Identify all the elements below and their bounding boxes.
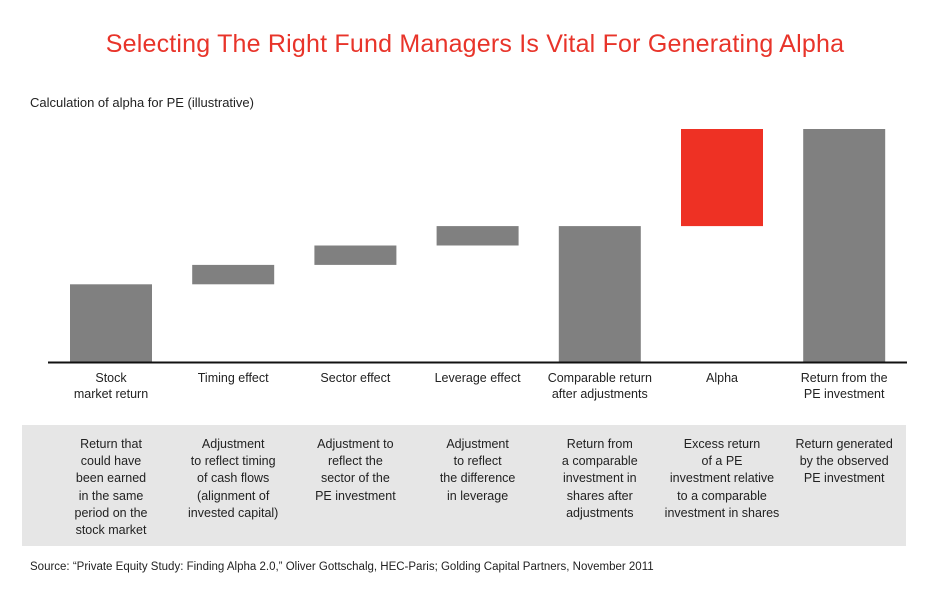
waterfall-chart <box>48 129 907 364</box>
description-1: Return that could have been earned in th… <box>74 437 148 538</box>
description-6: Excess return of a PE investment relativ… <box>664 437 780 520</box>
source-note: Source: “Private Equity Study: Finding A… <box>30 561 654 573</box>
category-label-6: Alpha <box>706 371 738 385</box>
description-5: Return from a comparable investment in s… <box>561 437 638 520</box>
category-label-3: Sector effect <box>320 371 391 385</box>
bar-5 <box>558 226 641 362</box>
bar-2 <box>192 264 275 285</box>
chart-title: Selecting The Right Fund Managers Is Vit… <box>105 30 845 58</box>
category-label-1: Stock market return <box>73 371 149 401</box>
chart-subtitle: Calculation of alpha for PE (illustrativ… <box>30 95 254 110</box>
description-4: Adjustment to reflect the difference in … <box>439 437 516 503</box>
bar-1 <box>70 284 152 362</box>
description-3: Adjustment to reflect the sector of the … <box>315 437 396 503</box>
bar-7 <box>803 129 886 362</box>
category-label-5: Comparable return after adjustments <box>547 371 652 401</box>
description-7: Return generated by the observed PE inve… <box>795 437 893 486</box>
category-label-2: Timing effect <box>197 371 269 385</box>
bar-3 <box>314 245 397 265</box>
category-label-7: Return from the PE investment <box>800 371 888 401</box>
description-box <box>22 425 906 546</box>
description-2: Adjustment to reflect timing of cash flo… <box>188 437 279 520</box>
bar-4 <box>436 226 519 246</box>
bar-6 <box>681 129 763 227</box>
category-label-4: Leverage effect <box>434 371 521 385</box>
